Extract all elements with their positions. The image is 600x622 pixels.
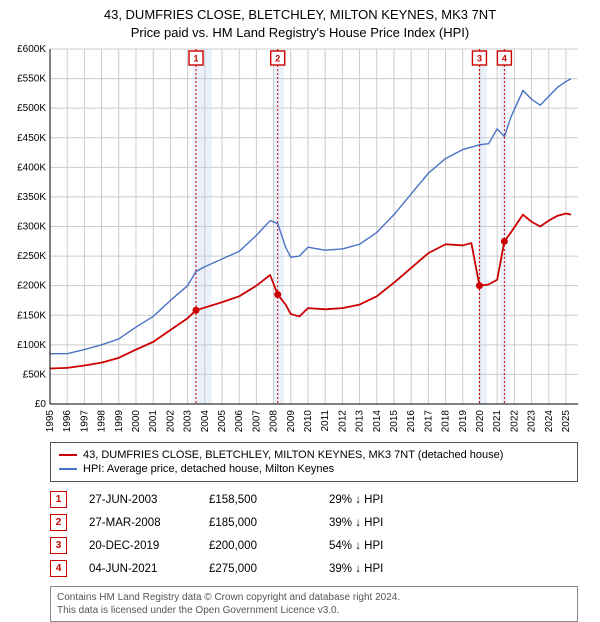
svg-text:2000: 2000 [131, 410, 142, 433]
svg-text:4: 4 [502, 54, 507, 64]
svg-text:2019: 2019 [458, 410, 469, 433]
transaction-row: 1 27-JUN-2003£158,50029% ↓ HPI [50, 488, 578, 511]
svg-text:2018: 2018 [441, 410, 452, 433]
svg-text:£550K: £550K [17, 74, 46, 85]
transaction-date: 04-JUN-2021 [89, 563, 209, 575]
title-line2: Price paid vs. HM Land Registry's House … [4, 24, 596, 42]
svg-text:2012: 2012 [337, 410, 348, 433]
svg-text:2002: 2002 [165, 410, 176, 433]
svg-text:2021: 2021 [492, 410, 503, 433]
transaction-index-marker: 4 [50, 560, 67, 577]
svg-text:2010: 2010 [303, 410, 314, 433]
transaction-date: 20-DEC-2019 [89, 540, 209, 552]
svg-text:£300K: £300K [17, 222, 46, 233]
svg-text:£450K: £450K [17, 133, 46, 144]
svg-text:1996: 1996 [62, 410, 73, 433]
svg-text:£500K: £500K [17, 103, 46, 114]
svg-text:2008: 2008 [269, 410, 280, 433]
svg-text:2016: 2016 [406, 410, 417, 433]
svg-text:£100K: £100K [17, 340, 46, 351]
svg-text:£0: £0 [35, 399, 47, 410]
transaction-price: £158,500 [209, 494, 329, 506]
legend: 43, DUMFRIES CLOSE, BLETCHLEY, MILTON KE… [50, 442, 578, 482]
svg-text:2: 2 [275, 54, 280, 64]
transaction-price: £200,000 [209, 540, 329, 552]
svg-text:1: 1 [194, 54, 199, 64]
svg-text:2022: 2022 [509, 410, 520, 433]
chart-title: 43, DUMFRIES CLOSE, BLETCHLEY, MILTON KE… [0, 0, 600, 41]
transaction-price: £275,000 [209, 563, 329, 575]
svg-text:£600K: £600K [17, 44, 46, 55]
transaction-delta: 54% ↓ HPI [329, 540, 449, 552]
svg-text:2013: 2013 [355, 410, 366, 433]
legend-swatch [59, 454, 77, 456]
svg-text:2009: 2009 [286, 410, 297, 433]
chart-area: £0 £50K £100K £150K £200K £250K £300K £350K £400… [0, 41, 600, 436]
svg-text:£250K: £250K [17, 251, 46, 262]
svg-text:2017: 2017 [423, 410, 434, 433]
footer-line1: Contains HM Land Registry data © Crown c… [57, 591, 571, 604]
transaction-date: 27-MAR-2008 [89, 517, 209, 529]
footer-line2: This data is licensed under the Open Gov… [57, 604, 571, 617]
legend-item: 43, DUMFRIES CLOSE, BLETCHLEY, MILTON KE… [59, 448, 569, 462]
title-line1: 43, DUMFRIES CLOSE, BLETCHLEY, MILTON KE… [4, 6, 596, 24]
svg-text:1999: 1999 [114, 410, 125, 433]
transaction-index-marker: 1 [50, 491, 67, 508]
svg-text:2011: 2011 [320, 410, 331, 432]
svg-text:2015: 2015 [389, 410, 400, 433]
svg-text:2004: 2004 [200, 410, 211, 433]
svg-text:2024: 2024 [544, 410, 555, 433]
svg-text:2003: 2003 [183, 410, 194, 433]
transaction-price: £185,000 [209, 517, 329, 529]
transaction-row: 2 27-MAR-2008£185,00039% ↓ HPI [50, 511, 578, 534]
legend-item: HPI: Average price, detached house, Milt… [59, 462, 569, 476]
transaction-index-marker: 2 [50, 514, 67, 531]
price-chart: £0 £50K £100K £150K £200K £250K £300K £350K £400… [0, 41, 600, 436]
transaction-index-marker: 3 [50, 537, 67, 554]
transaction-row: 4 04-JUN-2021£275,00039% ↓ HPI [50, 557, 578, 580]
svg-text:£200K: £200K [17, 281, 46, 292]
svg-text:2014: 2014 [372, 410, 383, 433]
svg-text:3: 3 [477, 54, 482, 64]
transaction-delta: 29% ↓ HPI [329, 494, 449, 506]
svg-text:£50K: £50K [23, 370, 47, 381]
svg-text:£400K: £400K [17, 162, 46, 173]
transaction-delta: 39% ↓ HPI [329, 563, 449, 575]
legend-swatch [59, 468, 77, 470]
legend-label: 43, DUMFRIES CLOSE, BLETCHLEY, MILTON KE… [83, 449, 503, 461]
svg-text:2023: 2023 [527, 410, 538, 433]
svg-text:2005: 2005 [217, 410, 228, 433]
footer-attribution: Contains HM Land Registry data © Crown c… [50, 586, 578, 622]
svg-text:1997: 1997 [79, 410, 90, 433]
legend-label: HPI: Average price, detached house, Milt… [83, 463, 334, 475]
svg-text:£350K: £350K [17, 192, 46, 203]
svg-text:2001: 2001 [148, 410, 159, 433]
transaction-table: 1 27-JUN-2003£158,50029% ↓ HPI 2 27-MAR-200… [50, 488, 578, 580]
svg-text:1998: 1998 [97, 410, 108, 433]
svg-text:2025: 2025 [561, 410, 572, 433]
svg-text:1995: 1995 [45, 410, 56, 433]
svg-text:2020: 2020 [475, 410, 486, 433]
svg-text:£150K: £150K [17, 310, 46, 321]
svg-text:2006: 2006 [234, 410, 245, 433]
transaction-delta: 39% ↓ HPI [329, 517, 449, 529]
transaction-date: 27-JUN-2003 [89, 494, 209, 506]
transaction-row: 3 20-DEC-2019£200,00054% ↓ HPI [50, 534, 578, 557]
svg-text:2007: 2007 [251, 410, 262, 433]
